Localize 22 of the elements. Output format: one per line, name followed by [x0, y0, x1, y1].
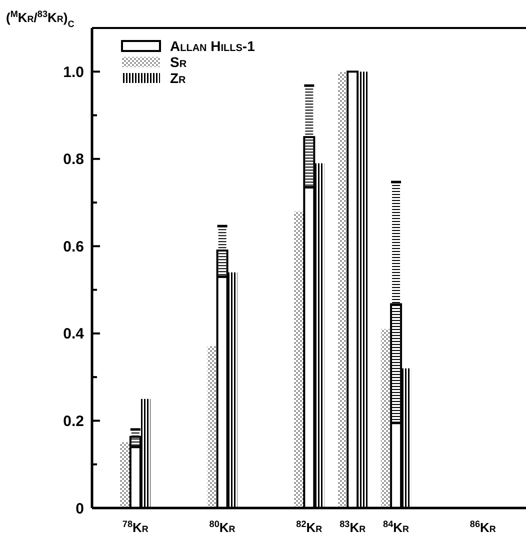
x-tick-label: $^{84}$Kr: [383, 519, 410, 535]
y-tick-label: 0.2: [63, 412, 84, 430]
bar: [314, 163, 324, 508]
legend-label: Sr: [170, 54, 188, 70]
y-axis-title: ($^{M}$Kr/$^{83}$Kr)$_{C}$: [6, 9, 75, 29]
x-tick-label: $^{80}$Kr: [209, 519, 236, 535]
x-tick-label: $^{86}$Kr: [470, 519, 496, 535]
bar: [227, 272, 238, 508]
legend-label: Zr: [170, 70, 187, 86]
bar: [140, 398, 150, 508]
bar: [338, 72, 348, 508]
y-tick-label: 0.4: [63, 326, 85, 343]
bar: [401, 368, 412, 508]
bar: [294, 211, 304, 508]
y-tick-label: 1.0: [63, 64, 84, 81]
x-tick-label: $^{78}$Kr: [122, 519, 149, 535]
legend-label: Allan Hills-1: [170, 38, 256, 54]
x-tick-label: $^{83}$Kr: [340, 519, 366, 535]
y-tick-label: 0.8: [63, 151, 84, 168]
y-tick-label: 0: [76, 500, 84, 518]
x-tick-label: $^{82}$Kr: [296, 519, 323, 535]
y-tick-label: 0.6: [63, 238, 84, 256]
